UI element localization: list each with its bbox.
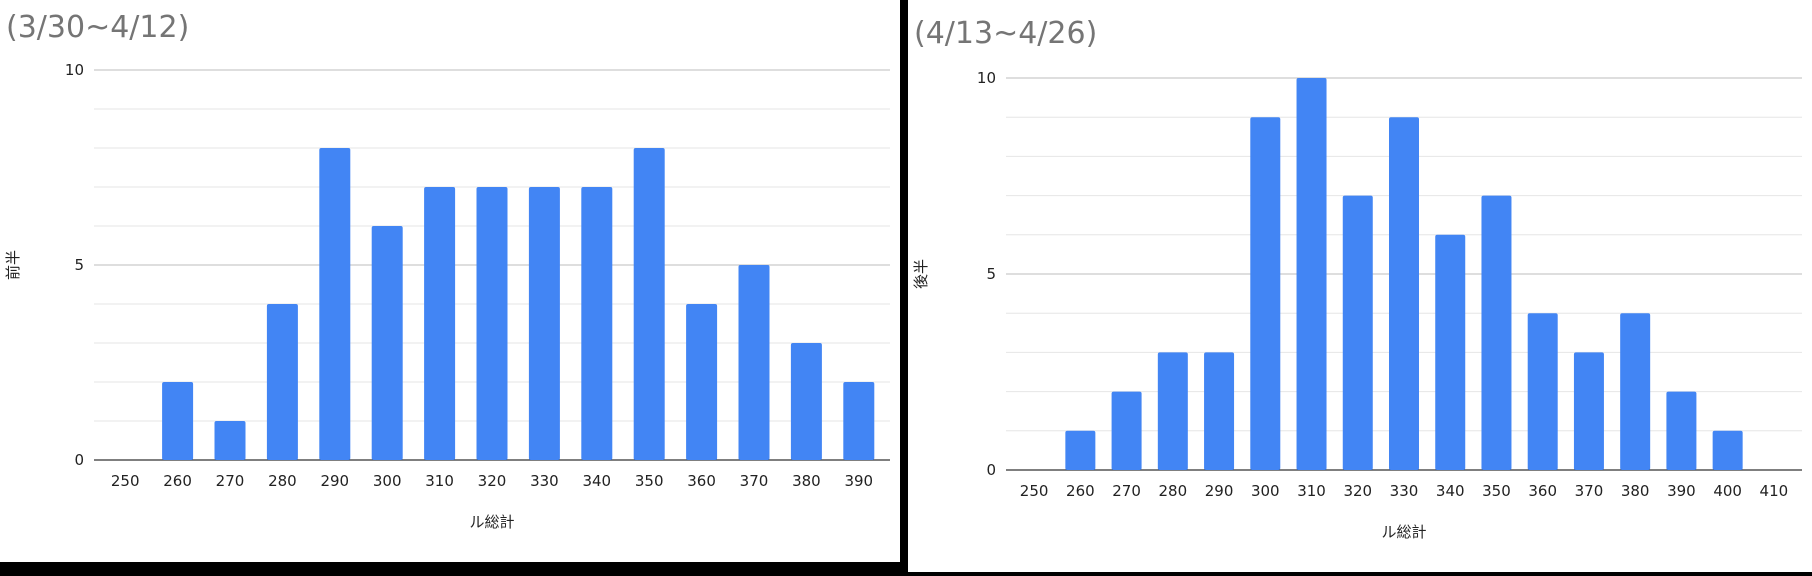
bar [1389, 117, 1419, 470]
bar [1111, 391, 1142, 470]
bar [1435, 234, 1466, 470]
bar [162, 382, 194, 460]
bar [1527, 313, 1558, 470]
x-tick-label: 310 [1297, 482, 1326, 500]
bar [1065, 430, 1096, 470]
bar [790, 343, 822, 460]
bar [1712, 430, 1743, 470]
x-tick-label: 350 [635, 472, 664, 490]
bar [1666, 391, 1697, 470]
x-tick-label: 360 [687, 472, 716, 490]
bar [581, 187, 613, 460]
y-tick-label: 0 [74, 451, 84, 469]
x-tick-label: 410 [1760, 482, 1789, 500]
x-tick-label: 390 [1667, 482, 1696, 500]
x-axis-label: ル総計 [1381, 523, 1426, 541]
x-tick-label: 320 [478, 472, 507, 490]
x-axis-label: ル総計 [469, 513, 514, 531]
chart-title: (4/13~4/26) [914, 16, 1098, 51]
bar [1296, 78, 1327, 470]
bar [843, 382, 875, 460]
bar [424, 187, 456, 460]
y-axis-label: 前半 [4, 250, 22, 280]
bar [1157, 352, 1188, 470]
x-tick-label: 290 [1205, 482, 1234, 500]
bar-chart-first-half: 0 5 10 250 260 270 280 290 300 310 320 330 340 350 360… [4, 61, 890, 531]
y-tick-label: 10 [65, 61, 84, 79]
x-tick-label: 380 [792, 472, 821, 490]
x-tick-label: 330 [1390, 482, 1419, 500]
x-tick-label: 340 [1436, 482, 1465, 500]
y-tick-label: 5 [74, 256, 84, 274]
bar [371, 226, 403, 460]
bar [738, 265, 770, 460]
bar [1620, 313, 1651, 470]
bar [476, 187, 508, 460]
bar [1481, 195, 1512, 470]
x-tick-label: 270 [1112, 482, 1141, 500]
x-tick-label: 350 [1482, 482, 1511, 500]
x-tick-label: 300 [1251, 482, 1280, 500]
x-tick-label: 270 [216, 472, 245, 490]
x-tick-label: 260 [163, 472, 192, 490]
x-tick-label: 370 [1575, 482, 1604, 500]
x-tick-label: 390 [844, 472, 873, 490]
y-tick-label: 5 [986, 265, 996, 283]
bar-chart-second-half: 0 5 10 250 260 270 280 290 300 310 320 330 340 350 360… [912, 69, 1802, 541]
x-tick-label: 300 [373, 472, 402, 490]
x-tick-label: 310 [425, 472, 454, 490]
chart-title: (3/30~4/12) [6, 10, 190, 45]
bar [528, 187, 560, 460]
bar [1204, 352, 1235, 470]
x-tick-label: 290 [320, 472, 349, 490]
x-tick-label: 330 [530, 472, 559, 490]
y-tick-label: 10 [977, 69, 996, 87]
bar [1250, 117, 1281, 470]
x-tick-label: 380 [1621, 482, 1650, 500]
x-tick-label: 280 [268, 472, 297, 490]
bar [633, 148, 665, 460]
bar [686, 304, 718, 460]
x-tick-label: 250 [111, 472, 140, 490]
x-tick-label: 320 [1343, 482, 1372, 500]
x-tick-label: 280 [1159, 482, 1188, 500]
chart-panel-second-half: (4/13~4/26) 0 5 10 250 260 270 280 290 300 310 320… [908, 0, 1812, 572]
y-axis-label: 後半 [912, 259, 930, 289]
bar [214, 421, 246, 460]
bar [1342, 195, 1373, 470]
bar [319, 148, 351, 460]
x-tick-label: 250 [1020, 482, 1049, 500]
x-tick-label: 370 [740, 472, 769, 490]
x-tick-label: 400 [1713, 482, 1742, 500]
x-tick-label: 260 [1066, 482, 1095, 500]
bar [1573, 352, 1604, 470]
bar [266, 304, 298, 460]
chart-panel-first-half: (3/30~4/12) 0 5 10 250 260 270 280 290 300 310 320… [0, 0, 900, 562]
x-tick-label: 360 [1528, 482, 1557, 500]
x-tick-label: 340 [582, 472, 611, 490]
y-tick-label: 0 [986, 461, 996, 479]
